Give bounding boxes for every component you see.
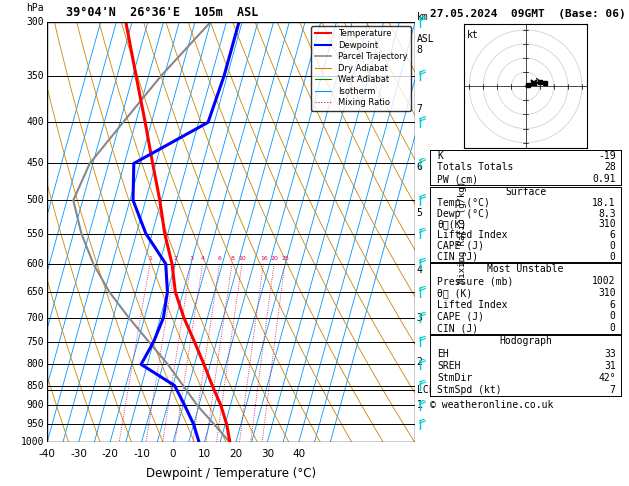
Legend: Temperature, Dewpoint, Parcel Trajectory, Dry Adiabat, Wet Adiabat, Isotherm, Mi: Temperature, Dewpoint, Parcel Trajectory… bbox=[311, 26, 411, 111]
Text: 6: 6 bbox=[610, 299, 616, 310]
Text: Lifted Index: Lifted Index bbox=[437, 230, 508, 240]
Text: 3: 3 bbox=[416, 312, 423, 323]
Text: -19: -19 bbox=[598, 151, 616, 160]
Text: 7: 7 bbox=[416, 104, 423, 114]
Text: 600: 600 bbox=[26, 259, 44, 269]
Text: Totals Totals: Totals Totals bbox=[437, 162, 514, 173]
Text: EH: EH bbox=[437, 348, 449, 359]
Text: StmDir: StmDir bbox=[437, 373, 472, 383]
Text: 650: 650 bbox=[26, 287, 44, 297]
Text: Temp (°C): Temp (°C) bbox=[437, 198, 490, 208]
Text: 28: 28 bbox=[604, 162, 616, 173]
Text: © weatheronline.co.uk: © weatheronline.co.uk bbox=[430, 399, 553, 410]
Text: 6: 6 bbox=[416, 162, 423, 173]
Text: 4: 4 bbox=[416, 265, 423, 275]
Text: 8: 8 bbox=[416, 45, 423, 55]
Text: Most Unstable: Most Unstable bbox=[487, 264, 564, 274]
Text: SREH: SREH bbox=[437, 361, 461, 371]
Text: 4: 4 bbox=[201, 256, 205, 261]
Text: K: K bbox=[437, 151, 443, 160]
Text: 310: 310 bbox=[598, 288, 616, 298]
Text: 6: 6 bbox=[218, 256, 222, 261]
Text: 0: 0 bbox=[610, 323, 616, 333]
Text: 310: 310 bbox=[598, 219, 616, 229]
Text: 850: 850 bbox=[26, 381, 44, 391]
Text: 25: 25 bbox=[281, 256, 289, 261]
Text: StmSpd (kt): StmSpd (kt) bbox=[437, 385, 502, 395]
Text: 0: 0 bbox=[170, 449, 176, 459]
Text: 400: 400 bbox=[26, 117, 44, 127]
Text: 900: 900 bbox=[26, 400, 44, 411]
Text: CIN (J): CIN (J) bbox=[437, 323, 479, 333]
Text: 20: 20 bbox=[230, 449, 242, 459]
Text: -30: -30 bbox=[70, 449, 87, 459]
Text: km: km bbox=[416, 12, 428, 22]
Text: Dewpoint / Temperature (°C): Dewpoint / Temperature (°C) bbox=[146, 468, 316, 481]
Text: 1000: 1000 bbox=[21, 437, 44, 447]
Text: Hodograph: Hodograph bbox=[499, 336, 552, 347]
Text: ASL: ASL bbox=[416, 35, 435, 45]
Text: 7: 7 bbox=[610, 385, 616, 395]
Text: 33: 33 bbox=[604, 348, 616, 359]
Text: 700: 700 bbox=[26, 312, 44, 323]
Text: 20: 20 bbox=[270, 256, 279, 261]
Text: -10: -10 bbox=[133, 449, 150, 459]
Text: 5: 5 bbox=[416, 208, 423, 218]
Text: 500: 500 bbox=[26, 195, 44, 205]
Text: 550: 550 bbox=[26, 228, 44, 239]
Text: 0: 0 bbox=[610, 311, 616, 321]
Text: CAPE (J): CAPE (J) bbox=[437, 241, 484, 251]
Text: CAPE (J): CAPE (J) bbox=[437, 311, 484, 321]
Text: -40: -40 bbox=[39, 449, 55, 459]
Text: 39°04'N  26°36'E  105m  ASL: 39°04'N 26°36'E 105m ASL bbox=[66, 6, 259, 19]
Text: 40: 40 bbox=[292, 449, 305, 459]
Text: 800: 800 bbox=[26, 359, 44, 369]
Text: 27.05.2024  09GMT  (Base: 06): 27.05.2024 09GMT (Base: 06) bbox=[430, 9, 625, 19]
Text: 30: 30 bbox=[261, 449, 274, 459]
Text: kt: kt bbox=[466, 30, 478, 40]
Text: Mixing Ratio (g/kg): Mixing Ratio (g/kg) bbox=[458, 181, 467, 283]
Text: θᴄ (K): θᴄ (K) bbox=[437, 288, 472, 298]
Text: 16: 16 bbox=[260, 256, 268, 261]
Text: Dewp (°C): Dewp (°C) bbox=[437, 208, 490, 219]
Text: 1002: 1002 bbox=[592, 276, 616, 286]
Text: 3: 3 bbox=[189, 256, 194, 261]
Text: θᴄ(K): θᴄ(K) bbox=[437, 219, 467, 229]
Text: 8: 8 bbox=[230, 256, 235, 261]
Text: 950: 950 bbox=[26, 419, 44, 429]
Text: LCL: LCL bbox=[416, 384, 435, 395]
Text: CIN (J): CIN (J) bbox=[437, 252, 479, 261]
Text: 0: 0 bbox=[610, 252, 616, 261]
Text: 0: 0 bbox=[610, 241, 616, 251]
Text: 750: 750 bbox=[26, 337, 44, 347]
Text: -20: -20 bbox=[102, 449, 118, 459]
Text: 8.3: 8.3 bbox=[598, 208, 616, 219]
Text: 300: 300 bbox=[26, 17, 44, 27]
Text: 42°: 42° bbox=[598, 373, 616, 383]
Text: Surface: Surface bbox=[505, 187, 546, 197]
Text: PW (cm): PW (cm) bbox=[437, 174, 479, 184]
Text: 2: 2 bbox=[416, 357, 423, 367]
Text: 1: 1 bbox=[148, 256, 152, 261]
Text: 0.91: 0.91 bbox=[592, 174, 616, 184]
Text: 18.1: 18.1 bbox=[592, 198, 616, 208]
Text: 350: 350 bbox=[26, 70, 44, 81]
Text: 2: 2 bbox=[174, 256, 178, 261]
Text: 450: 450 bbox=[26, 158, 44, 169]
Text: 10: 10 bbox=[238, 256, 246, 261]
Text: hPa: hPa bbox=[26, 3, 44, 14]
Text: 1: 1 bbox=[416, 400, 423, 411]
Text: Lifted Index: Lifted Index bbox=[437, 299, 508, 310]
Text: 6: 6 bbox=[610, 230, 616, 240]
Text: Pressure (mb): Pressure (mb) bbox=[437, 276, 514, 286]
Text: 10: 10 bbox=[198, 449, 211, 459]
Text: 31: 31 bbox=[604, 361, 616, 371]
